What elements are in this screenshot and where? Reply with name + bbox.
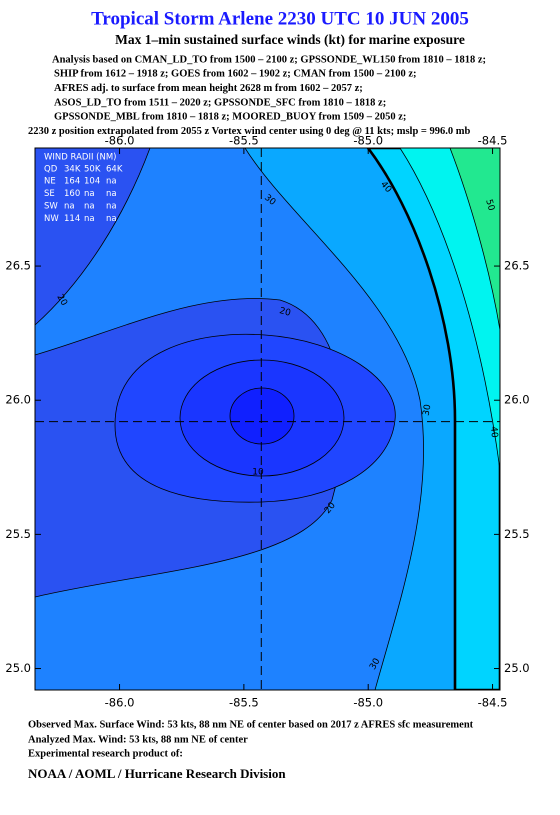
x-tick-label: -85.5 — [229, 696, 259, 710]
title: Tropical Storm Arlene 2230 UTC 10 JUN 20… — [91, 8, 469, 29]
x-tick-label: -86.0 — [105, 696, 135, 710]
wind-radii-cell: na — [84, 214, 95, 224]
contour-label: 20 — [278, 306, 292, 319]
y-tick-label: 25.0 — [504, 661, 530, 675]
wind-field — [35, 148, 500, 690]
analysis-line: GPSSONDE_MBL from 1810 – 1818 z; MOORED_… — [54, 112, 406, 123]
contour-label: 50 — [483, 198, 496, 212]
wind-radii-cell: na — [64, 202, 75, 212]
wind-radii-cell: 104 — [84, 177, 100, 187]
x-tick-label: -85.0 — [353, 696, 383, 710]
wind-radii-cell: na — [106, 202, 117, 212]
plot-frame — [34, 147, 501, 691]
y-tick-label: 25.5 — [5, 527, 31, 541]
organization: NOAA / AOML / Hurricane Research Divisio… — [28, 766, 286, 781]
wind-radii-cell: SE — [44, 189, 55, 199]
wind-radii-header: QD — [44, 165, 58, 175]
x-tick-label: -85.0 — [353, 134, 383, 148]
band-lt-20-nw — [35, 148, 151, 326]
x-tick-label: -84.5 — [478, 134, 508, 148]
wind-radii-cell: NW — [44, 214, 59, 224]
wind-radii-title: WIND RADII (NM) — [44, 153, 116, 163]
analysis-line: SHIP from 1612 – 1918 z; GOES from 1602 … — [54, 69, 417, 80]
wind-radii-header: 64K — [106, 165, 123, 175]
band-5 — [229, 387, 295, 445]
x-tick-label: -86.0 — [105, 134, 135, 148]
wind-radii-cell: na — [106, 214, 117, 224]
wind-radii-cell: na — [106, 177, 117, 187]
contour-label: 40 — [488, 426, 499, 439]
y-tick-label: 26.0 — [504, 393, 530, 407]
band-40 — [399, 148, 500, 471]
subtitle: Max 1–min sustained surface winds (kt) f… — [115, 32, 465, 47]
wind-radii-cell: 164 — [64, 177, 80, 187]
contour-label: 30 — [422, 403, 434, 416]
wind-radii-header: 34K — [64, 165, 81, 175]
analysis-line: Analysis based on CMAN_LD_TO from 1500 –… — [52, 54, 486, 65]
wind-radii-cell: na — [84, 202, 95, 212]
y-tick-label: 26.5 — [5, 259, 31, 273]
footer: Observed Max. Surface Wind: 53 kts, 88 n… — [28, 719, 474, 781]
footer-line: Observed Max. Surface Wind: 53 kts, 88 n… — [28, 719, 474, 730]
wind-radii-cell: SW — [44, 202, 58, 212]
wind-radii-cell: na — [84, 189, 95, 199]
y-tick-label: 26.0 — [5, 393, 31, 407]
wind-radii-cell: NE — [44, 177, 56, 187]
wind-radii-cell: na — [106, 189, 117, 199]
x-tick-label: -85.5 — [229, 134, 259, 148]
x-tick-label: -84.5 — [478, 696, 508, 710]
footer-line: Analyzed Max. Wind: 53 kts, 88 nm NE of … — [28, 734, 248, 745]
footer-line: Experimental research product of: — [28, 748, 183, 759]
wind-radii-cell: 114 — [64, 214, 80, 224]
wind-radii-header: 50K — [84, 165, 101, 175]
y-tick-label: 26.5 — [504, 259, 530, 273]
y-tick-label: 25.5 — [504, 527, 530, 541]
contour-label: 10 — [252, 468, 264, 478]
analysis-line: AFRES adj. to surface from mean height 2… — [54, 83, 363, 94]
wind-radii-cell: 160 — [64, 189, 80, 199]
y-tick-label: 25.0 — [5, 661, 31, 675]
analysis-line: ASOS_LD_TO from 1511 – 2020 z; GPSSONDE_… — [54, 97, 386, 108]
analysis-line: 2230 z position extrapolated from 2055 z… — [28, 126, 471, 137]
